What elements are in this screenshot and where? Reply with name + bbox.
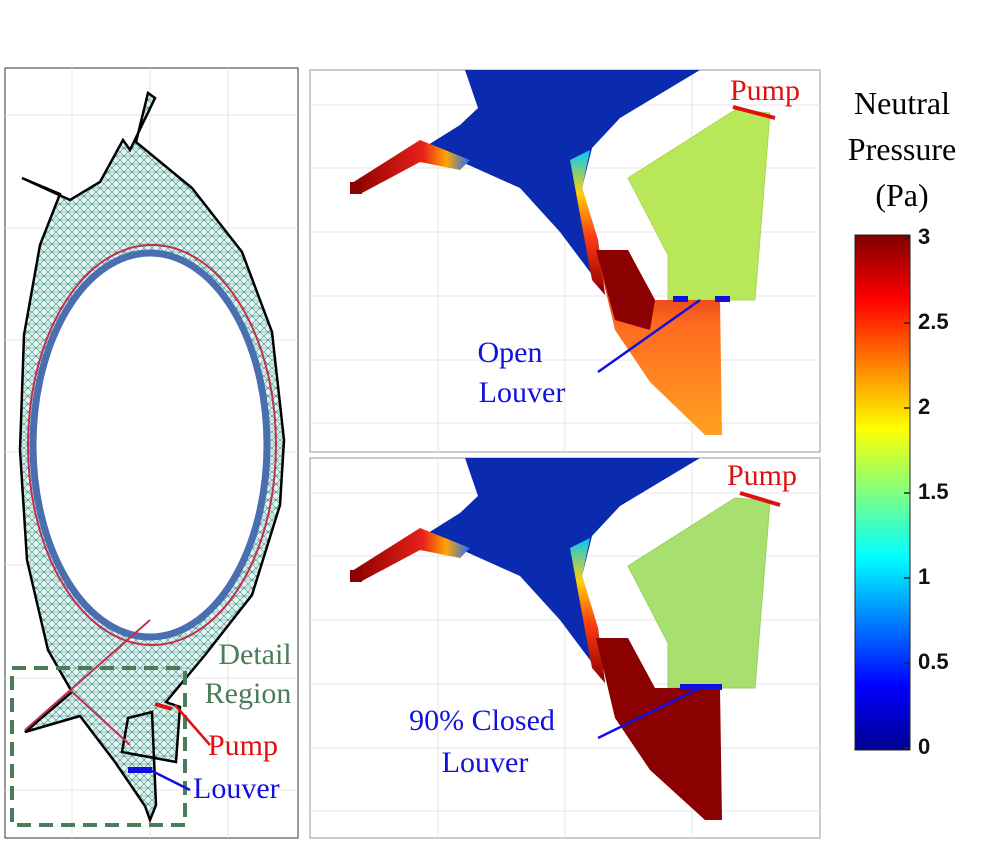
pump-label: Pump (727, 459, 797, 492)
wall-region (570, 538, 605, 683)
colorbar-tick-label: 0 (918, 734, 930, 759)
leg-region (352, 140, 470, 193)
leg-tip (350, 570, 362, 582)
divertor-leg (24, 619, 151, 731)
pump-marker (739, 491, 781, 507)
louver-leader (149, 768, 191, 792)
blue-region (420, 458, 700, 683)
pump-marker (154, 702, 173, 711)
leg-tip (350, 182, 362, 194)
lower-region-hot (596, 250, 655, 330)
louver-label: Open (478, 336, 543, 369)
pump-marker (732, 105, 776, 120)
colorbar-title: Pressure (848, 131, 956, 167)
colorbar-title: (Pa) (875, 177, 928, 213)
detail-label: Detail (218, 638, 291, 671)
colorbar: Neutral Pressure (Pa) 0 0.5 1 1.5 2 2.5 3 (848, 85, 956, 759)
colorbar-tick-label: 3 (918, 224, 930, 249)
louver-label: Louver (442, 746, 529, 779)
top-panel: Pump Open Louver (309, 69, 821, 453)
detail-box (10, 666, 187, 827)
leg-region (352, 528, 470, 581)
pump-region (627, 497, 771, 689)
louver-leader (597, 298, 701, 374)
detail-label: Region (205, 677, 292, 710)
louver-label: Louver (479, 376, 566, 409)
colorbar-tick-label: 1.5 (918, 479, 949, 504)
left-panel: Detail Region Pump Louver (4, 67, 299, 839)
lower-region (596, 638, 722, 820)
louver-label: Louver (193, 772, 280, 805)
louver-leader (597, 686, 701, 740)
pump-label: Pump (730, 74, 800, 107)
colorbar-scale (854, 234, 911, 751)
plasma-core (29, 249, 271, 641)
colorbar-title: Neutral (854, 85, 950, 121)
colorbar-tick-label: 1 (918, 564, 930, 589)
blue-region (420, 70, 700, 295)
louver-label: 90% Closed (409, 704, 555, 737)
colorbar-tick-label: 2.5 (918, 309, 949, 334)
pump-region (627, 109, 771, 301)
divertor-leg (69, 689, 131, 746)
colorbar-tick-label: 0.5 (918, 649, 949, 674)
separatrix (27, 244, 277, 646)
pump-leader (174, 704, 211, 746)
bottom-panel: Pump 90% Closed Louver (309, 457, 821, 839)
colorbar-tick-label: 2 (918, 394, 930, 419)
wall-region (570, 150, 605, 295)
pump-label: Pump (208, 729, 278, 762)
